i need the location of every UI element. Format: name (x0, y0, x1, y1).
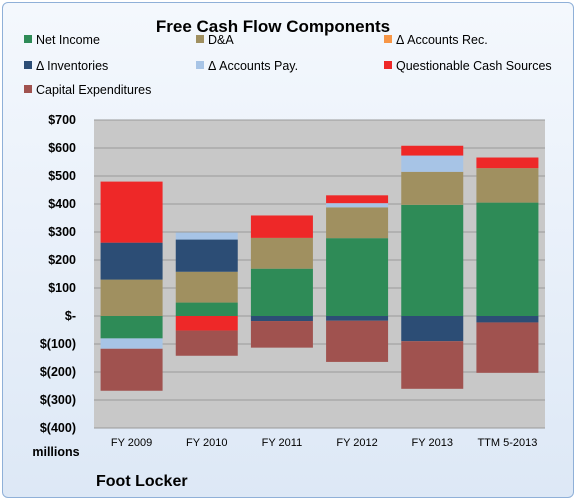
bar-segment (326, 195, 389, 204)
x-tick-label: FY 2012 (336, 437, 377, 449)
bar-segment (100, 348, 163, 391)
legend-label: Capital Expenditures (36, 83, 151, 97)
bar-segment (175, 271, 238, 303)
legend-label: Δ Inventories (36, 59, 108, 73)
x-tick-label: FY 2009 (111, 437, 152, 449)
legend-swatch (196, 61, 204, 69)
y-axis-ticks: $700 $600 $500 $400 $300 $200 $100 $- $(100) $(20… (40, 113, 76, 435)
bar-segment (326, 203, 389, 208)
bar-segment (250, 215, 313, 238)
legend-swatch (24, 61, 32, 69)
x-tick-label: FY 2011 (262, 437, 303, 449)
y-tick-label: $300 (48, 225, 76, 239)
plot-area (94, 120, 545, 428)
y-tick-label: $- (65, 309, 76, 323)
bar-segment (250, 268, 313, 316)
bar-segment (100, 181, 163, 243)
bar-segment (476, 202, 539, 316)
y-tick-label: $600 (48, 141, 76, 155)
bar-segment (175, 316, 238, 331)
bar-segment (401, 145, 464, 156)
bar-segment (476, 316, 539, 323)
company-label: Foot Locker (96, 473, 188, 490)
bar-segment (100, 242, 163, 280)
bar-segment (401, 155, 464, 172)
bar-segment (401, 204, 464, 316)
units-label: millions (32, 445, 79, 459)
bar-segment (175, 330, 238, 356)
y-tick-label: $400 (48, 197, 76, 211)
bar-segment (326, 320, 389, 362)
y-tick-label: $200 (48, 253, 76, 267)
x-tick-label: TTM 5-2013 (477, 437, 537, 449)
legend-label: Δ Accounts Pay. (208, 59, 298, 73)
y-tick-label: $(200) (40, 365, 76, 379)
y-tick-label: $100 (48, 281, 76, 295)
legend-swatch (24, 35, 32, 43)
bar-segment (250, 237, 313, 269)
bar-segment (401, 171, 464, 205)
bar-segment (250, 321, 313, 348)
y-tick-label: $(100) (40, 337, 76, 351)
x-axis-ticks: FY 2009 FY 2010 FY 2011 FY 2012 FY 2013 TTM 5… (111, 437, 537, 449)
bar-segment (175, 239, 238, 272)
x-tick-label: FY 2013 (412, 437, 453, 449)
bar-segment (476, 168, 539, 203)
bar-segment (175, 232, 238, 240)
legend-swatch (384, 35, 392, 43)
legend-swatch (24, 85, 32, 93)
bar-segment (100, 316, 163, 339)
legend-swatch (384, 61, 392, 69)
x-tick-label: FY 2010 (186, 437, 227, 449)
bar-segment (326, 238, 389, 316)
y-tick-label: $(300) (40, 393, 76, 407)
bar-segment (476, 322, 539, 373)
legend-swatch (196, 35, 204, 43)
bar-segment (326, 207, 389, 239)
bars (100, 145, 539, 391)
legend-label: Questionable Cash Sources (396, 59, 552, 73)
bar-segment (100, 338, 163, 349)
bar-segment (250, 316, 313, 322)
gridlines (94, 119, 545, 429)
legend-label: D&A (208, 33, 234, 47)
legend-label: Δ Accounts Rec. (396, 33, 488, 47)
y-tick-label: $500 (48, 169, 76, 183)
y-tick-label: $(400) (40, 421, 76, 435)
chart-title: Free Cash Flow Components (156, 17, 390, 36)
bar-segment (100, 279, 163, 316)
bar-segment (175, 302, 238, 316)
bar-segment (476, 157, 539, 169)
bar-segment (326, 316, 389, 321)
y-tick-label: $700 (48, 113, 76, 127)
bar-segment (401, 341, 464, 389)
legend-label: Net Income (36, 33, 100, 47)
legend: Net Income D&A Δ Accounts Rec. Δ Inventorie… (24, 33, 552, 97)
bar-segment (401, 316, 464, 342)
